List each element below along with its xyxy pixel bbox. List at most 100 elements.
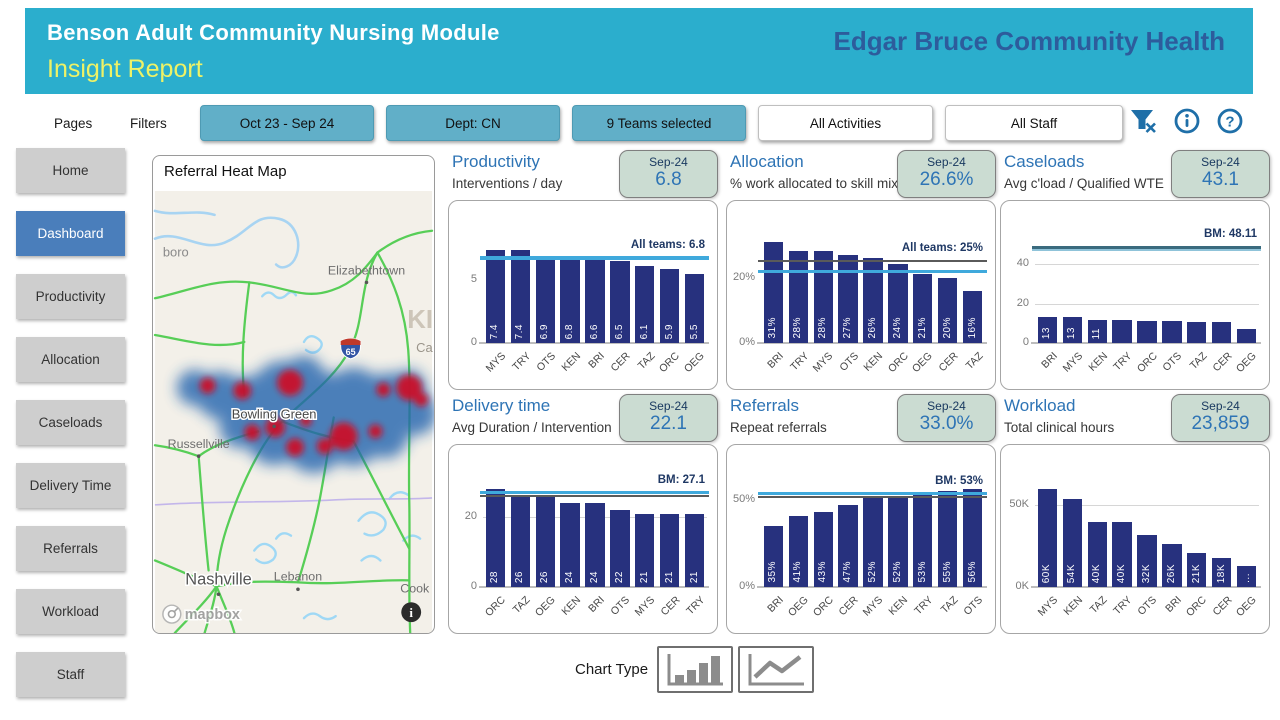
- filter-button-oct-23-sep-24[interactable]: Oct 23 - Sep 24: [200, 105, 374, 141]
- bar-value-label: 26: [539, 570, 551, 583]
- sidebar-item-workload[interactable]: Workload: [16, 589, 125, 634]
- heatmap-layer: [176, 355, 434, 474]
- map-info-icon[interactable]: i: [401, 602, 422, 623]
- bar-TAZ[interactable]: 26: [510, 496, 531, 587]
- sidebar-item-staff[interactable]: Staff: [16, 652, 125, 697]
- svg-text:mapbox: mapbox: [185, 607, 240, 623]
- bar-OTS[interactable]: 22: [610, 510, 630, 587]
- bar-KEN[interactable]: 6.8: [560, 257, 580, 343]
- filter-button-all-staff[interactable]: All Staff: [945, 105, 1123, 141]
- mapbox-logo[interactable]: mapbox: [162, 604, 241, 625]
- bar-BRI[interactable]: 6.6: [585, 260, 605, 343]
- bar-ORC[interactable]: 24%: [888, 264, 908, 343]
- bar-BRI[interactable]: 24: [585, 503, 605, 587]
- clear-filter-icon[interactable]: [1128, 106, 1158, 136]
- bar-TAZ[interactable]: [1187, 321, 1207, 343]
- bar-OTS[interactable]: [1162, 321, 1182, 343]
- sidebar-item-dashboard[interactable]: Dashboard: [16, 211, 125, 256]
- bar-value-label: 21%: [916, 317, 928, 339]
- bar-TAZ[interactable]: 55%: [937, 491, 958, 587]
- bar-CER[interactable]: 20%: [937, 277, 958, 343]
- kpi-badge: Sep-24 23,859: [1171, 394, 1270, 442]
- bar-KEN[interactable]: 11: [1087, 320, 1107, 343]
- sidebar-item-home[interactable]: Home: [16, 148, 125, 193]
- bar-OEG[interactable]: 5.5: [684, 273, 705, 343]
- bar-KEN[interactable]: 26%: [863, 257, 883, 343]
- x-category-label: OEG: [532, 594, 558, 619]
- bar-TAZ[interactable]: 6.1: [635, 266, 655, 343]
- bar-MYS[interactable]: 52%: [863, 496, 883, 587]
- x-category-label: ORC: [885, 350, 911, 375]
- reference-line: [758, 259, 987, 263]
- bar-ORC[interactable]: [1137, 321, 1157, 343]
- bar-TRY[interactable]: 21: [684, 513, 705, 587]
- filter-button-all-activities[interactable]: All Activities: [758, 105, 933, 141]
- bar-ORC[interactable]: 43%: [813, 512, 833, 587]
- bar-value-label: 21: [688, 570, 700, 583]
- bar-KEN[interactable]: 52%: [888, 496, 908, 587]
- bar-TRY[interactable]: 28%: [788, 251, 809, 343]
- bar-BRI[interactable]: 13: [1037, 317, 1058, 343]
- bar-chart-icon[interactable]: [657, 646, 733, 693]
- x-category-label: TRY: [509, 350, 533, 374]
- x-category-label: OEG: [1234, 350, 1260, 375]
- line-chart-icon[interactable]: [738, 646, 814, 693]
- info-icon[interactable]: [1173, 107, 1201, 135]
- bar-CER[interactable]: 6.5: [610, 261, 630, 343]
- bar-value-label: 53%: [916, 561, 928, 583]
- bar-BRI[interactable]: 31%: [763, 241, 784, 343]
- sidebar-item-caseloads[interactable]: Caseloads: [16, 400, 125, 445]
- bar-TAZ[interactable]: 16%: [962, 290, 983, 343]
- bar-KEN[interactable]: 54K: [1062, 498, 1083, 587]
- bar-ORC[interactable]: 5.9: [659, 268, 680, 343]
- bar-OTS[interactable]: 27%: [838, 254, 858, 343]
- bar-TRY[interactable]: 7.4: [510, 250, 531, 343]
- bar-OTS[interactable]: 32K: [1137, 534, 1157, 587]
- bar-value-label: 54K: [1066, 563, 1078, 583]
- map-label-cook: Cook: [400, 581, 430, 595]
- sidebar-item-productivity[interactable]: Productivity: [16, 274, 125, 319]
- bar-OEG[interactable]: 41%: [788, 515, 809, 587]
- bar-OEG[interactable]: 21%: [913, 274, 933, 343]
- bar-CER[interactable]: 21: [659, 513, 680, 587]
- filter-button-9-teams-selected[interactable]: 9 Teams selected: [572, 105, 746, 141]
- bar-ORC[interactable]: 28: [485, 489, 506, 587]
- bar-OEG[interactable]: [1236, 329, 1257, 343]
- bar-MYS[interactable]: 13: [1062, 317, 1083, 343]
- filter-button-dept-cn[interactable]: Dept: CN: [386, 105, 560, 141]
- bar-TRY[interactable]: 40K: [1112, 521, 1132, 587]
- bar-MYS[interactable]: 60K: [1037, 488, 1058, 587]
- bar-CER[interactable]: [1211, 322, 1232, 343]
- bar-CER[interactable]: 18K: [1211, 557, 1232, 587]
- bar-ORC[interactable]: 21K: [1187, 552, 1207, 587]
- sidebar-item-delivery-time[interactable]: Delivery Time: [16, 463, 125, 508]
- x-category-label: OTS: [608, 594, 633, 618]
- bar-MYS[interactable]: 28%: [813, 251, 833, 343]
- sidebar-item-allocation[interactable]: Allocation: [16, 337, 125, 382]
- bar-TRY[interactable]: [1112, 320, 1132, 343]
- bar-MYS[interactable]: 7.4: [485, 250, 506, 343]
- bar-TRY[interactable]: 53%: [913, 494, 933, 587]
- bar-KEN[interactable]: 24: [560, 503, 580, 587]
- kpi-card-referrals: Referrals Repeat referrals Sep-24 33.0% 0% 50…: [726, 394, 996, 634]
- bar-TAZ[interactable]: 40K: [1087, 521, 1107, 587]
- bar-OTS[interactable]: 6.9: [535, 256, 555, 343]
- bar-OEG[interactable]: ...: [1236, 565, 1257, 587]
- bar-CER[interactable]: 47%: [838, 505, 858, 587]
- sidebar-item-referrals[interactable]: Referrals: [16, 526, 125, 571]
- bar-OTS[interactable]: 56%: [962, 489, 983, 587]
- bar-OEG[interactable]: 26: [535, 496, 555, 587]
- bar-value-label: 28%: [792, 317, 804, 339]
- bar-BRI[interactable]: 35%: [763, 526, 784, 587]
- bar-BRI[interactable]: 26K: [1162, 544, 1182, 587]
- chart-type-buttons: [657, 646, 814, 693]
- bar-MYS[interactable]: 21: [635, 513, 655, 587]
- x-category-label: BRI: [586, 594, 608, 615]
- x-category-label: TRY: [683, 594, 708, 618]
- map-label-elizabethtown: Elizabethtown: [328, 263, 405, 277]
- card-title: Allocation: [730, 152, 804, 171]
- help-icon[interactable]: ?: [1216, 107, 1244, 135]
- map-canvas[interactable]: 65 boro Elizabethtown KI Ca Russellville Bowl…: [153, 191, 434, 633]
- kpi-period: Sep-24: [1201, 399, 1240, 413]
- bar-value-label: 7.4: [489, 323, 501, 339]
